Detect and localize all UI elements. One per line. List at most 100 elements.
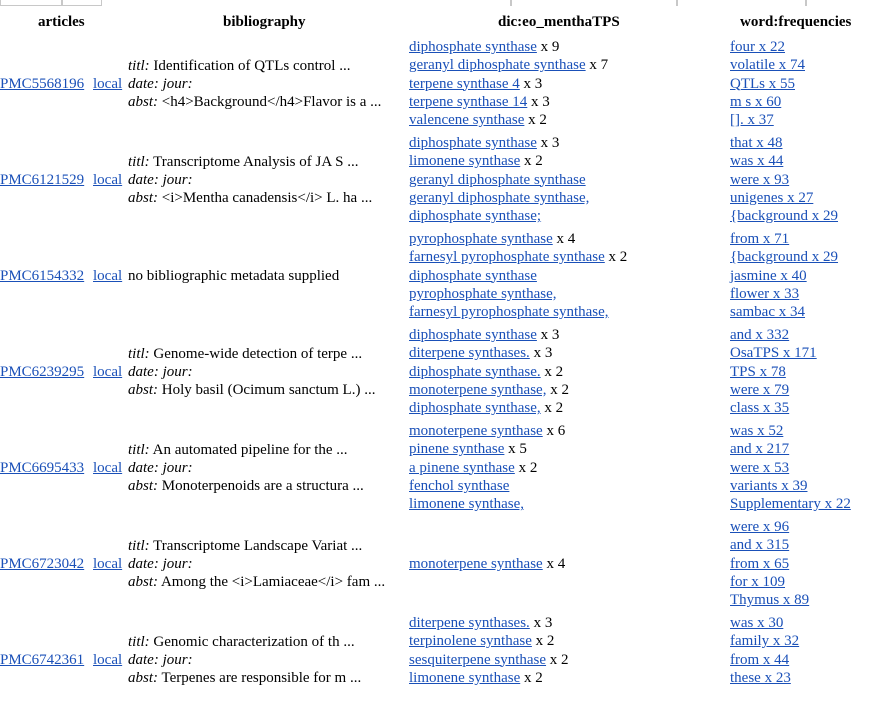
article-id-link[interactable]: PMC6742361 xyxy=(0,652,85,668)
word-frequency-link[interactable]: and x 332 xyxy=(730,327,790,343)
dictionary-term: limonene synthase, xyxy=(409,495,524,513)
dictionary-term-link[interactable]: sesquiterpene synthase xyxy=(409,651,547,668)
dictionary-term-link[interactable]: valencene synthase xyxy=(409,112,525,129)
word-frequency-link[interactable]: was x 44 xyxy=(730,153,784,170)
word-frequency-link[interactable]: Thymus x 89 xyxy=(730,592,810,609)
local-link[interactable]: local xyxy=(93,460,123,476)
dictionary-term: terpene synthase 4 x 3 xyxy=(409,75,542,93)
dictionary-term-link[interactable]: diphosphate synthase, xyxy=(409,400,541,417)
dictionary-term-count: x 2 xyxy=(524,112,547,129)
dictionary-term-link[interactable]: monoterpene synthase xyxy=(409,423,543,439)
local-link[interactable]: local xyxy=(93,172,123,188)
word-frequency-link[interactable]: from x 65 xyxy=(730,555,790,572)
word-frequency-link[interactable]: m s x 60 xyxy=(730,93,782,110)
word-frequency-link[interactable]: class x 35 xyxy=(730,400,790,417)
word-frequency-link[interactable]: from x 71 xyxy=(730,231,790,247)
article-id-link[interactable]: PMC6121529 xyxy=(0,172,85,188)
bib-date-label: date: xyxy=(128,460,159,476)
dictionary-term-link[interactable]: diphosphate synthase xyxy=(409,327,537,343)
article-id-link[interactable]: PMC6695433 xyxy=(0,460,85,476)
dictionary-term-count: x 2 xyxy=(546,651,569,668)
dictionary-term-link[interactable]: monoterpene synthase, xyxy=(409,381,547,398)
top-tab-segment xyxy=(62,0,102,6)
local-link[interactable]: local xyxy=(93,652,123,668)
article-id-link[interactable]: PMC6154332 xyxy=(0,268,85,284)
dictionary-term-link[interactable]: diterpene synthases. xyxy=(409,345,530,362)
word-frequency-link[interactable]: {background x 29 xyxy=(730,208,839,225)
word-frequency-link[interactable]: were x 79 xyxy=(730,381,790,398)
dictionary-term-link[interactable]: farnesyl pyrophosphate synthase, xyxy=(409,304,609,321)
word-frequency-link[interactable]: Supplementary x 22 xyxy=(730,496,851,513)
dictionary-term-link[interactable]: terpene synthase 14 xyxy=(409,93,528,110)
word-frequency-link[interactable]: flower x 33 xyxy=(730,285,800,302)
dictionary-term-link[interactable]: fenchol synthase xyxy=(409,477,510,494)
word-frequency-link[interactable]: that x 48 xyxy=(730,135,783,151)
dictionary-term-link[interactable]: a pinene synthase xyxy=(409,459,515,476)
word-frequency-link[interactable]: and x 315 xyxy=(730,537,790,554)
word-frequency-link[interactable]: volatile x 74 xyxy=(730,57,805,74)
dictionary-term-count: x 2 xyxy=(520,153,543,170)
dictionary-term-count: x 2 xyxy=(604,249,628,266)
bib-jour-label: jour: xyxy=(162,460,193,476)
local-link[interactable]: local xyxy=(93,76,123,92)
word-frequency-link[interactable]: from x 44 xyxy=(730,651,790,668)
word-frequency-link[interactable]: jasmine x 40 xyxy=(730,267,807,284)
word-frequency-link[interactable]: []. x 37 xyxy=(730,112,774,129)
dictionary-term-link[interactable]: pinene synthase xyxy=(409,441,505,458)
word-frequency-link[interactable]: QTLs x 55 xyxy=(730,75,795,92)
dictionary-term-link[interactable]: diterpene synthases. xyxy=(409,615,530,631)
dictionary-term-link[interactable]: geranyl diphosphate synthase, xyxy=(409,189,590,206)
article-id-link[interactable]: PMC5568196 xyxy=(0,76,85,92)
word-frequency-link[interactable]: was x 30 xyxy=(730,615,784,631)
word-frequency-link[interactable]: OsaTPS x 171 xyxy=(730,345,817,362)
article-id-link[interactable]: PMC6239295 xyxy=(0,364,85,380)
bib-abst-value: Among the <i>Lamiaceae</i> fam ... xyxy=(160,574,386,591)
dictionary-term-link[interactable]: diphosphate synthase xyxy=(409,39,537,55)
article-id-link[interactable]: PMC6723042 xyxy=(0,556,85,572)
bib-date-label: date: xyxy=(128,172,159,188)
word-frequency-link[interactable]: was x 52 xyxy=(730,423,784,439)
word-frequency-link[interactable]: family x 32 xyxy=(730,633,800,650)
dictionary-term: diphosphate synthase; xyxy=(409,207,541,225)
dictionary-term-link[interactable]: pyrophosphate synthase, xyxy=(409,285,557,302)
bib-titl-label: titl: xyxy=(128,441,150,458)
word-frequency-link[interactable]: {background x 29 xyxy=(730,249,839,266)
dictionary-term-link[interactable]: limonene synthase xyxy=(409,153,521,170)
dictionary-term: farnesyl pyrophosphate synthase, xyxy=(409,303,609,321)
word-frequency-link[interactable]: variants x 39 xyxy=(730,477,808,494)
top-tab-segment xyxy=(805,0,807,6)
bib-date-line: date: jour: xyxy=(128,75,193,93)
dictionary-term-link[interactable]: farnesyl pyrophosphate synthase xyxy=(409,249,605,266)
header-word-frequencies: word:frequencies xyxy=(740,14,852,30)
word-frequency-link[interactable]: four x 22 xyxy=(730,39,785,55)
dictionary-term-link[interactable]: monoterpene synthase xyxy=(409,556,543,572)
dictionary-term-link[interactable]: pyrophosphate synthase xyxy=(409,231,553,247)
bib-titl-label: titl: xyxy=(128,153,150,170)
dictionary-term: limonene synthase x 2 xyxy=(409,152,543,170)
dictionary-term: diphosphate synthase, x 2 xyxy=(409,399,563,417)
word-frequency-link[interactable]: TPS x 78 xyxy=(730,363,786,380)
dictionary-term-link[interactable]: limonene synthase, xyxy=(409,496,524,513)
dictionary-term-link[interactable]: diphosphate synthase xyxy=(409,267,537,284)
dictionary-term-link[interactable]: diphosphate synthase. xyxy=(409,363,541,380)
word-frequency-link[interactable]: sambac x 34 xyxy=(730,304,805,321)
local-link[interactable]: local xyxy=(93,556,123,572)
word-frequency-link[interactable]: were x 93 xyxy=(730,171,790,188)
word-frequency-link[interactable]: were x 96 xyxy=(730,519,790,535)
word-frequency-link[interactable]: were x 53 xyxy=(730,459,790,476)
table-row: PMC6154332 local no bibliographic metadata… xyxy=(0,230,895,326)
dictionary-term-link[interactable]: geranyl diphosphate synthase xyxy=(409,171,586,188)
bib-abst-line: abst: Terpenes are responsible for m ... xyxy=(128,669,361,687)
dictionary-term-link[interactable]: geranyl diphosphate synthase xyxy=(409,57,586,74)
word-frequency-link[interactable]: for x 109 xyxy=(730,573,785,590)
dictionary-term-link[interactable]: terpinolene synthase xyxy=(409,633,532,650)
bib-titl-value: Genome-wide detection of terpe ... xyxy=(153,345,363,362)
local-link[interactable]: local xyxy=(93,364,123,380)
word-frequency-link[interactable]: and x 217 xyxy=(730,441,790,458)
word-frequency-link[interactable]: unigenes x 27 xyxy=(730,189,814,206)
bib-titl-label: titl: xyxy=(128,537,150,554)
dictionary-term-link[interactable]: diphosphate synthase xyxy=(409,135,537,151)
local-link[interactable]: local xyxy=(93,268,123,284)
dictionary-term-link[interactable]: diphosphate synthase; xyxy=(409,208,542,225)
dictionary-term-link[interactable]: terpene synthase 4 xyxy=(409,75,520,92)
